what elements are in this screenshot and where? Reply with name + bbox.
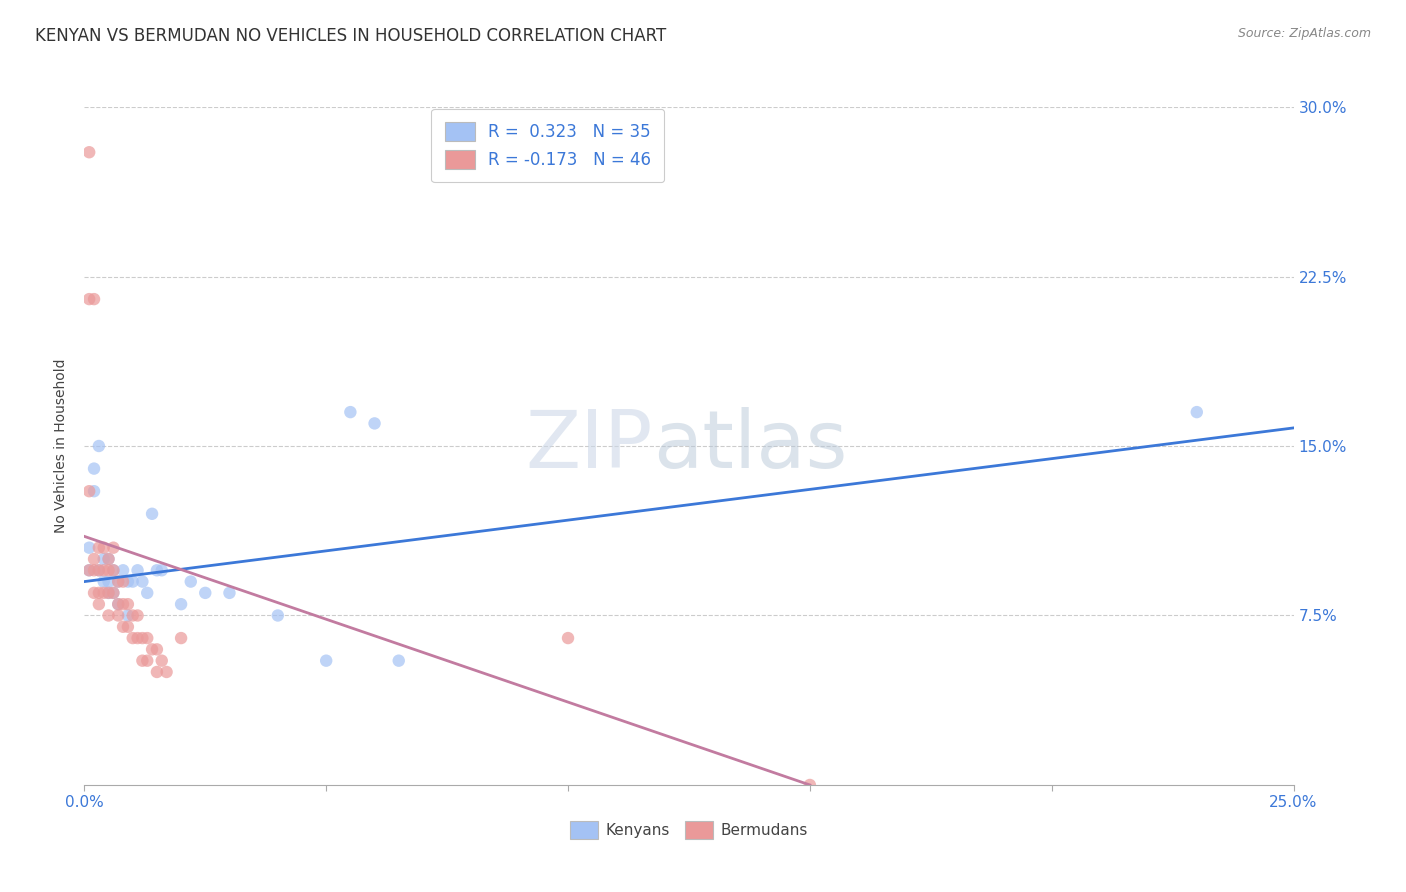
Point xyxy=(97,552,120,566)
Point xyxy=(112,563,135,577)
Point xyxy=(112,620,135,634)
Point xyxy=(150,654,173,668)
Point xyxy=(93,574,115,589)
Point xyxy=(83,586,105,600)
Point xyxy=(1185,405,1208,419)
Point xyxy=(103,586,125,600)
Point xyxy=(194,586,217,600)
Point xyxy=(83,461,105,475)
Point xyxy=(77,145,100,160)
Point xyxy=(107,597,129,611)
Point xyxy=(87,563,110,577)
Point xyxy=(107,597,129,611)
Point xyxy=(97,552,120,566)
Point xyxy=(170,597,193,611)
Point xyxy=(77,563,100,577)
Point xyxy=(117,608,139,623)
Point xyxy=(267,608,290,623)
Legend: Kenyans, Bermudans: Kenyans, Bermudans xyxy=(564,815,814,845)
Text: atlas: atlas xyxy=(652,407,846,485)
Point xyxy=(87,586,110,600)
Point xyxy=(107,608,129,623)
Point xyxy=(131,654,153,668)
Point xyxy=(103,563,125,577)
Point xyxy=(121,574,143,589)
Point xyxy=(83,484,105,499)
Point xyxy=(87,439,110,453)
Point xyxy=(136,586,159,600)
Point xyxy=(155,665,177,679)
Point xyxy=(103,586,125,600)
Point xyxy=(97,586,120,600)
Point xyxy=(146,563,169,577)
Point xyxy=(103,563,125,577)
Point xyxy=(127,631,149,645)
Point xyxy=(93,563,115,577)
Point xyxy=(146,665,169,679)
Point xyxy=(112,597,135,611)
Point xyxy=(141,507,163,521)
Point xyxy=(97,608,120,623)
Point xyxy=(339,405,361,419)
Point xyxy=(121,608,143,623)
Point xyxy=(77,292,100,306)
Point xyxy=(97,586,120,600)
Point xyxy=(97,574,120,589)
Point xyxy=(146,642,169,657)
Point xyxy=(93,552,115,566)
Point xyxy=(218,586,240,600)
Point xyxy=(117,620,139,634)
Point xyxy=(170,631,193,645)
Y-axis label: No Vehicles in Household: No Vehicles in Household xyxy=(55,359,69,533)
Point xyxy=(93,541,115,555)
Point xyxy=(77,541,100,555)
Point xyxy=(557,631,579,645)
Point xyxy=(87,541,110,555)
Point xyxy=(136,631,159,645)
Point xyxy=(87,563,110,577)
Point xyxy=(150,563,173,577)
Point xyxy=(107,574,129,589)
Point xyxy=(180,574,202,589)
Text: ZIP: ZIP xyxy=(526,407,652,485)
Point xyxy=(77,563,100,577)
Point xyxy=(87,597,110,611)
Point xyxy=(112,574,135,589)
Point xyxy=(103,541,125,555)
Point xyxy=(388,654,411,668)
Point xyxy=(127,563,149,577)
Point xyxy=(107,574,129,589)
Point xyxy=(83,292,105,306)
Point xyxy=(141,642,163,657)
Point xyxy=(117,574,139,589)
Point xyxy=(121,631,143,645)
Point xyxy=(315,654,337,668)
Point xyxy=(77,484,100,499)
Point xyxy=(97,563,120,577)
Point xyxy=(799,778,821,792)
Text: KENYAN VS BERMUDAN NO VEHICLES IN HOUSEHOLD CORRELATION CHART: KENYAN VS BERMUDAN NO VEHICLES IN HOUSEH… xyxy=(35,27,666,45)
Point xyxy=(136,654,159,668)
Point xyxy=(363,417,385,431)
Point xyxy=(131,631,153,645)
Point xyxy=(83,552,105,566)
Point xyxy=(117,597,139,611)
Text: Source: ZipAtlas.com: Source: ZipAtlas.com xyxy=(1237,27,1371,40)
Point xyxy=(131,574,153,589)
Point xyxy=(83,563,105,577)
Point xyxy=(93,586,115,600)
Point xyxy=(127,608,149,623)
